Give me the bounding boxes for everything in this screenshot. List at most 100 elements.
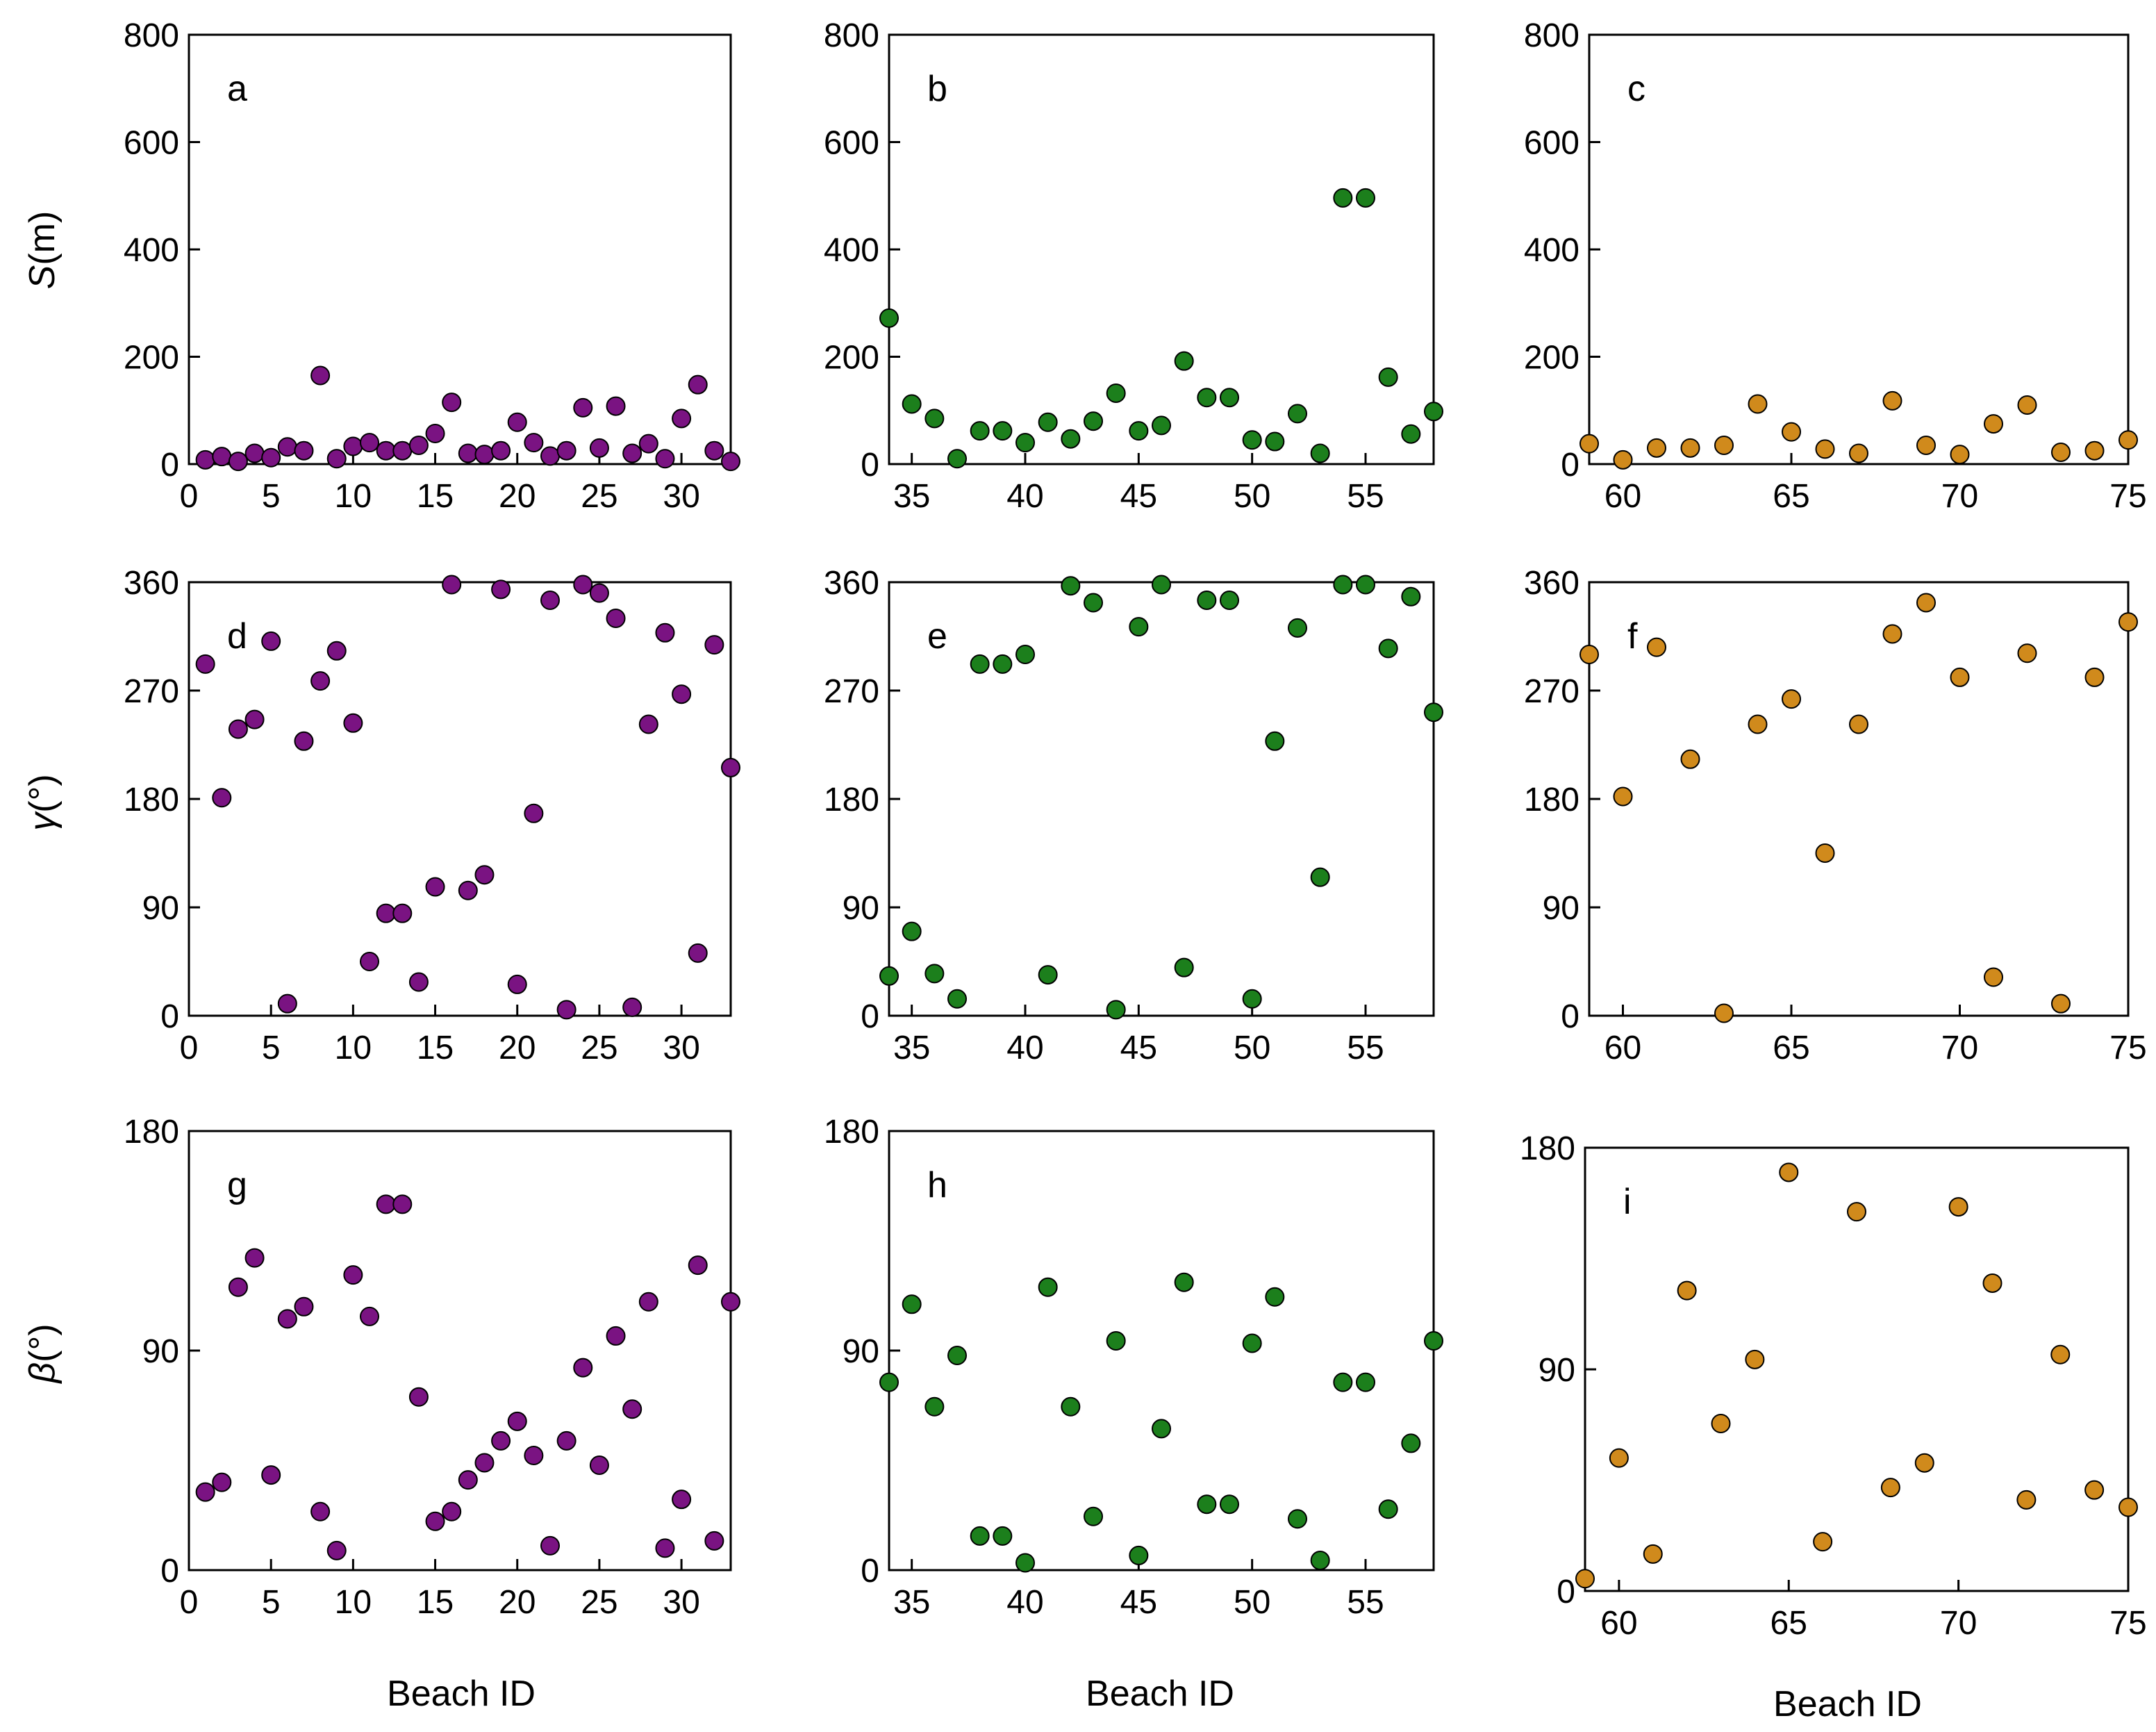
data-point [1613,786,1633,807]
x-tick-label: 50 [1234,478,1270,515]
y-tick-label: 800 [124,17,179,54]
data-point [228,452,248,472]
data-point [993,421,1013,441]
y-tick-label: 800 [1524,17,1579,54]
x-tick-label: 10 [335,478,372,515]
data-point [261,447,281,468]
y-tick-label: 0 [160,1553,179,1590]
data-point [1061,576,1081,596]
data-point [244,1248,265,1268]
panel-label-e: e [927,616,947,657]
data-point [1680,749,1700,769]
data-point [1220,591,1239,610]
data-point [244,443,265,463]
y-tick-label: 0 [160,998,179,1035]
x-tick-label: 60 [1600,1605,1637,1642]
data-point [704,635,724,655]
data-point [458,443,478,463]
data-point [1197,388,1217,408]
x-tick-label: 35 [893,1030,930,1066]
data-point [556,1430,577,1451]
panel-d: 0 90 180 270 360 0 5 10 15 20 25 30 d [124,565,740,1066]
data-point [1609,1448,1629,1468]
data-point [589,1455,609,1476]
y-tick-label: 270 [824,673,879,710]
data-point [1748,714,1768,734]
x-tick-label: 10 [335,1584,372,1621]
y-tick-label: 270 [124,673,179,710]
y-tick-label: 600 [124,125,179,162]
y-tick-label: 180 [124,1114,179,1150]
data-point [228,719,248,739]
data-point [1310,1550,1330,1570]
y-tick-label: 360 [1524,565,1579,602]
x-tick-label: 25 [581,478,617,515]
data-point [573,575,593,595]
data-point [1174,1272,1194,1292]
data-point [1084,593,1103,613]
data-point [1038,965,1058,985]
data-point [326,1540,347,1560]
y-tick-label: 600 [1524,125,1579,162]
data-point [1106,1000,1126,1020]
y-tick-label: 0 [1561,447,1579,484]
y-tick-label: 0 [1557,1574,1575,1610]
data-point [1815,843,1835,863]
x-tick-label: 20 [499,1030,536,1066]
data-point [721,757,740,777]
plot-frame [888,581,1435,1017]
y-tick-label: 90 [142,1333,179,1370]
data-point [2051,993,2071,1014]
data-point [491,1430,511,1451]
y-tick-label: 90 [843,890,879,927]
data-point [1401,586,1421,607]
data-point [924,964,945,984]
data-point [1129,1545,1149,1565]
data-point [277,993,297,1014]
data-point [622,443,642,463]
data-point [721,452,740,472]
data-point [2118,1497,2138,1517]
data-point [1813,1532,1833,1552]
y-tick-label: 180 [1524,782,1579,818]
data-point [622,1399,642,1419]
data-point [524,433,544,453]
data-point [1038,412,1058,432]
panel-e: 0 90 180 270 360 35 40 45 50 55 e [824,565,1443,1066]
data-point [1242,430,1262,450]
data-point [1084,1506,1103,1526]
panel-label-d: d [227,616,247,657]
data-point [688,1255,708,1276]
data-point [1950,667,1970,687]
data-point [326,641,347,661]
panel-label-f: f [1627,616,1638,657]
data-point [902,1294,922,1314]
x-tick-label: 0 [180,1030,199,1066]
data-point [376,440,396,461]
x-tick-label: 70 [1940,1605,1977,1642]
x-tick-label: 20 [499,1584,536,1621]
y-tick-label: 90 [1543,890,1579,927]
data-point [1356,1372,1375,1392]
data-point [1882,390,1902,411]
y-tick-label: 90 [843,1333,879,1370]
data-point [1106,383,1126,404]
data-point [1680,438,1700,458]
data-point [1916,593,1936,613]
data-point [902,921,922,941]
data-point [2118,612,2138,632]
data-point [277,1309,297,1329]
x-tick-label: 35 [893,1584,930,1621]
data-point [970,421,990,441]
plot-frame [1588,581,2130,1017]
data-point [212,788,232,808]
x-tick-label: 15 [417,478,454,515]
data-point [360,952,379,971]
data-point [993,654,1013,674]
data-point [326,449,347,469]
data-point [1882,624,1902,644]
y-tick-label: 90 [1539,1352,1575,1389]
data-point [2017,395,2037,415]
x-tick-label: 50 [1234,1030,1270,1066]
